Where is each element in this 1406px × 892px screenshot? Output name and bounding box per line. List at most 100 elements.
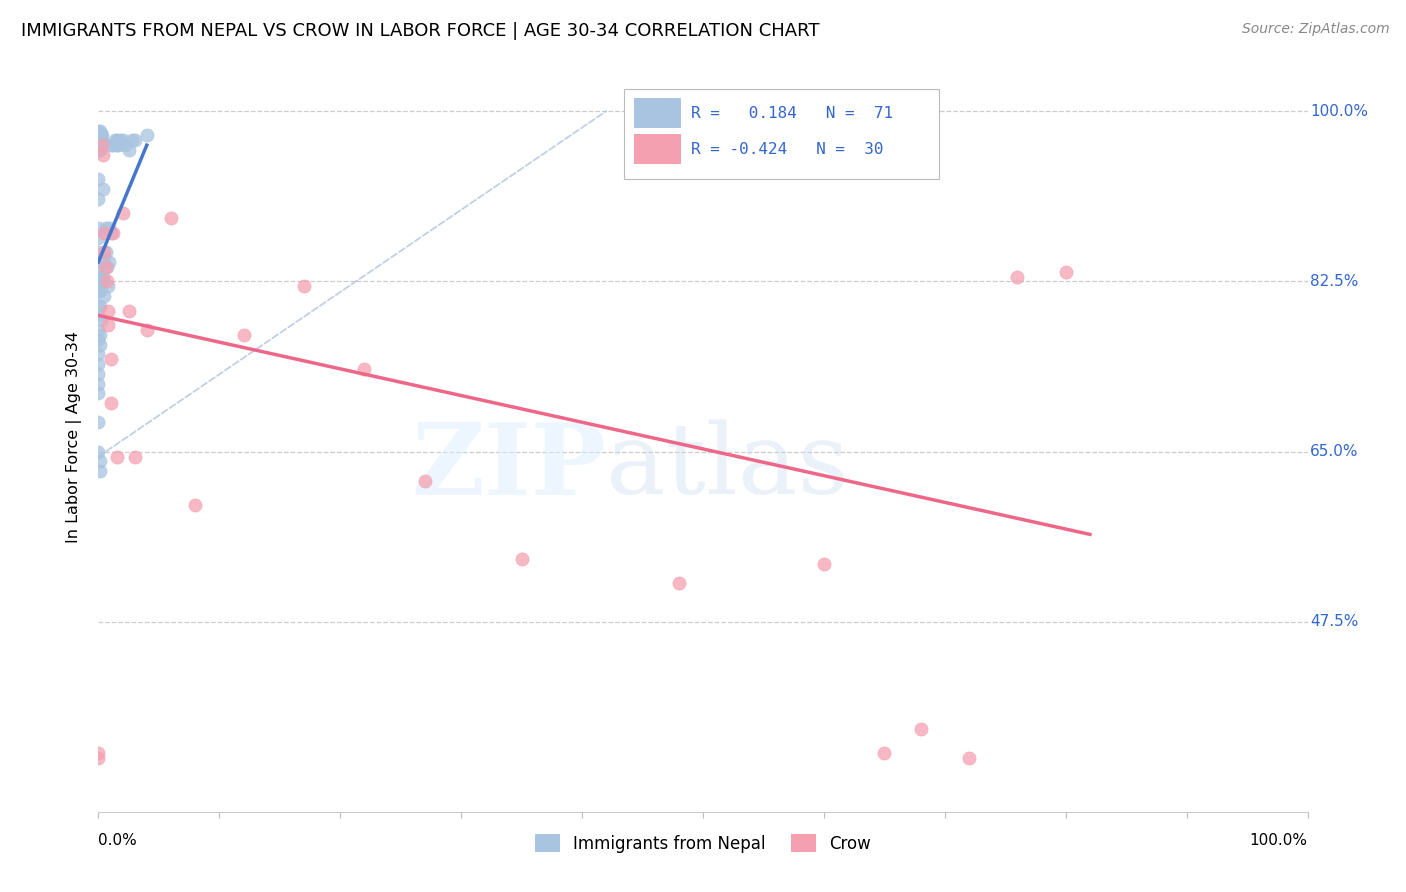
Point [118,143,141,157]
Point [87,255,110,269]
Point [124,133,146,147]
Text: IMMIGRANTS FROM NEPAL VS CROW IN LABOR FORCE | AGE 30-34 CORRELATION CHART: IMMIGRANTS FROM NEPAL VS CROW IN LABOR F… [21,22,820,40]
Point [184,498,207,512]
Point [100,138,122,153]
Point [957,751,980,765]
Point [413,474,436,488]
Point [121,133,143,147]
Point [668,576,690,591]
Point [89,269,111,284]
Point [107,138,129,153]
Point [87,284,110,298]
Text: 100.0%: 100.0% [1310,103,1368,119]
Point [94,260,117,274]
Text: 47.5%: 47.5% [1310,615,1358,630]
Point [97,279,120,293]
Y-axis label: In Labor Force | Age 30-34: In Labor Force | Age 30-34 [66,331,83,543]
Point [89,337,111,351]
Point [89,123,111,137]
Point [87,245,110,260]
Point [87,386,110,401]
Point [87,172,110,186]
Point [96,260,118,274]
Point [91,128,114,143]
Point [1054,265,1077,279]
Point [87,230,110,244]
Point [105,450,128,464]
Point [93,245,115,260]
Point [91,135,114,149]
Text: Source: ZipAtlas.com: Source: ZipAtlas.com [1241,22,1389,37]
Legend: Immigrants from Nepal, Crow: Immigrants from Nepal, Crow [529,828,877,860]
Point [93,226,115,240]
Point [118,303,141,318]
Text: R = -0.424   N =  30: R = -0.424 N = 30 [690,142,883,157]
Point [232,327,254,342]
Point [114,138,136,153]
Text: 82.5%: 82.5% [1310,274,1358,289]
Point [90,255,112,269]
Point [124,450,146,464]
Point [87,376,110,391]
Point [91,269,114,284]
Point [91,148,114,162]
Point [87,367,110,381]
Point [105,133,128,147]
Point [87,333,110,347]
Text: R =   0.184   N =  71: R = 0.184 N = 71 [690,106,893,121]
Point [89,284,111,298]
Point [91,182,114,196]
Point [87,299,110,313]
Point [87,192,110,206]
Text: atlas: atlas [606,419,849,515]
Point [100,396,122,410]
Point [160,211,183,226]
Point [101,138,124,153]
Point [100,226,122,240]
Point [87,347,110,361]
Point [111,206,134,220]
Point [105,138,128,153]
Point [90,138,112,153]
Point [353,362,375,376]
Point [97,303,120,318]
Text: 100.0%: 100.0% [1250,833,1308,848]
Point [90,133,112,147]
Point [98,220,121,235]
Point [87,323,110,337]
Point [111,133,134,147]
Point [98,255,121,269]
Point [97,318,120,333]
Point [90,128,112,143]
Point [87,220,110,235]
Point [93,289,115,303]
Point [91,274,114,288]
Point [813,557,835,571]
Point [104,133,127,147]
Point [96,274,118,288]
Point [87,309,110,323]
Point [87,444,110,458]
Point [91,138,114,153]
Point [87,143,110,157]
Text: ZIP: ZIP [412,418,606,516]
Point [292,279,315,293]
Point [94,245,117,260]
Point [135,128,157,143]
FancyBboxPatch shape [624,88,939,178]
Point [89,133,111,147]
Point [101,226,124,240]
Point [108,133,131,147]
Point [87,747,110,761]
Point [1007,269,1029,284]
Point [89,464,111,478]
Point [89,143,111,157]
Point [873,747,896,761]
Point [89,454,111,468]
Point [87,416,110,430]
Point [510,551,533,566]
Point [87,128,110,143]
Point [135,323,157,337]
Point [94,220,117,235]
FancyBboxPatch shape [634,98,682,128]
